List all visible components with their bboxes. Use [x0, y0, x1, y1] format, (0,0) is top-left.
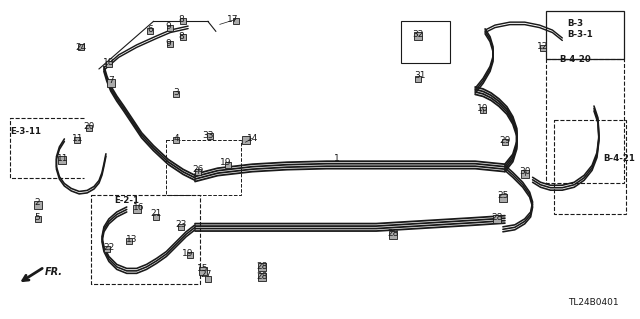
Text: B-4-21: B-4-21 — [603, 153, 635, 162]
Text: 31: 31 — [414, 71, 426, 80]
Bar — [401, 21, 451, 63]
Text: 30: 30 — [519, 167, 531, 176]
Text: 26: 26 — [192, 165, 204, 174]
Text: 1: 1 — [333, 153, 339, 162]
Bar — [547, 59, 624, 183]
Text: 22: 22 — [103, 243, 115, 252]
Text: 28: 28 — [257, 263, 268, 271]
Bar — [166, 140, 241, 195]
Text: 28: 28 — [387, 229, 399, 238]
Text: 21: 21 — [151, 209, 162, 218]
Text: E-2-1: E-2-1 — [114, 196, 139, 205]
Text: 23: 23 — [175, 220, 187, 229]
Bar — [547, 11, 624, 59]
Text: 25: 25 — [497, 191, 509, 200]
Text: 13: 13 — [126, 235, 138, 244]
Bar — [91, 195, 200, 284]
Text: 14: 14 — [247, 134, 258, 143]
Text: 29: 29 — [499, 136, 511, 145]
Text: B-4-20: B-4-20 — [559, 55, 591, 63]
Text: 7: 7 — [108, 76, 114, 85]
Text: 4: 4 — [173, 134, 179, 143]
Text: E-3-11: E-3-11 — [10, 127, 41, 136]
Text: 2: 2 — [35, 198, 40, 207]
Bar — [554, 120, 626, 214]
Text: 15: 15 — [197, 264, 209, 273]
Text: 18: 18 — [103, 58, 115, 68]
Text: 19: 19 — [220, 159, 232, 167]
Text: FR.: FR. — [45, 267, 63, 277]
Text: B-3: B-3 — [567, 19, 584, 28]
Text: 28: 28 — [492, 213, 502, 222]
Text: 24: 24 — [76, 43, 87, 52]
Text: 28: 28 — [257, 272, 268, 281]
Text: 12: 12 — [537, 42, 548, 51]
Text: 11: 11 — [56, 153, 68, 162]
Text: 17: 17 — [227, 15, 238, 24]
Text: 19: 19 — [182, 249, 194, 257]
Text: 5: 5 — [35, 213, 40, 222]
Text: 27: 27 — [200, 270, 212, 279]
Text: 6: 6 — [148, 25, 154, 34]
Text: B-3-1: B-3-1 — [567, 30, 593, 39]
Text: 20: 20 — [83, 122, 95, 131]
Text: 10: 10 — [477, 104, 489, 113]
Text: 32: 32 — [412, 30, 424, 39]
Text: 33: 33 — [202, 131, 214, 140]
Text: 11: 11 — [72, 134, 83, 143]
Text: TL24B0401: TL24B0401 — [568, 298, 619, 307]
Text: 16: 16 — [133, 203, 145, 212]
Text: 9: 9 — [165, 39, 171, 48]
Text: 8: 8 — [179, 32, 184, 41]
Text: 8: 8 — [179, 15, 184, 24]
Text: 3: 3 — [173, 88, 179, 97]
Text: 9: 9 — [165, 22, 171, 31]
